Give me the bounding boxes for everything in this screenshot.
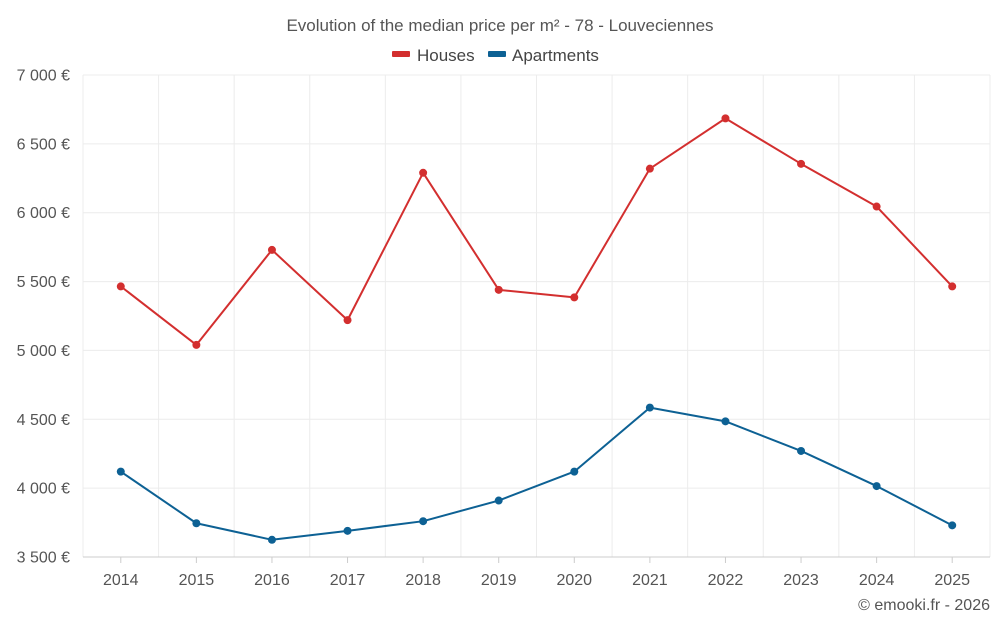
data-point-apartments[interactable]	[192, 519, 201, 528]
series-line-houses[interactable]	[119, 117, 954, 346]
series-line-apartments[interactable]	[119, 406, 954, 541]
x-tick-label: 2021	[632, 572, 668, 589]
data-point-houses[interactable]	[267, 245, 276, 254]
x-tick-label: 2020	[556, 572, 592, 589]
x-tick-label: 2014	[103, 572, 139, 589]
data-point-houses[interactable]	[797, 159, 806, 168]
x-tick-label: 2018	[405, 572, 441, 589]
y-tick-label: 4 500 €	[17, 412, 70, 429]
data-point-houses[interactable]	[494, 285, 503, 294]
data-point-apartments[interactable]	[343, 526, 352, 535]
data-point-houses[interactable]	[570, 293, 579, 302]
y-tick-label: 5 500 €	[17, 274, 70, 291]
data-point-apartments[interactable]	[419, 517, 428, 526]
data-point-houses[interactable]	[419, 168, 428, 177]
data-point-houses[interactable]	[343, 316, 352, 325]
y-tick-label: 6 000 €	[17, 205, 70, 222]
y-tick-label: 4 000 €	[17, 481, 70, 498]
data-point-houses[interactable]	[948, 282, 957, 291]
x-tick-label: 2016	[254, 572, 290, 589]
x-tick-label: 2017	[330, 572, 366, 589]
series-lines	[119, 117, 954, 541]
credit-text[interactable]: © emooki.fr - 2026	[858, 597, 990, 614]
legend-swatch-houses	[392, 51, 410, 57]
data-point-houses[interactable]	[872, 202, 881, 211]
data-point-houses[interactable]	[645, 164, 654, 173]
data-point-apartments[interactable]	[721, 417, 730, 426]
x-tick-label: 2023	[783, 572, 819, 589]
data-point-apartments[interactable]	[872, 482, 881, 491]
grid	[82, 74, 991, 557]
x-tick-label: 2022	[708, 572, 744, 589]
data-point-houses[interactable]	[192, 340, 201, 349]
y-tick-label: 6 500 €	[17, 136, 70, 153]
y-tick-label: 7 000 €	[17, 68, 70, 85]
data-point-apartments[interactable]	[948, 521, 957, 530]
legend: Houses Apartments	[392, 46, 599, 65]
data-point-houses[interactable]	[116, 282, 125, 291]
y-tick-label: 3 500 €	[17, 550, 70, 567]
x-tick-label: 2025	[934, 572, 970, 589]
data-point-apartments[interactable]	[797, 446, 806, 455]
data-point-apartments[interactable]	[494, 496, 503, 505]
data-point-apartments[interactable]	[645, 403, 654, 412]
x-tick-label: 2024	[859, 572, 895, 589]
data-point-apartments[interactable]	[570, 467, 579, 476]
x-tick-label: 2015	[179, 572, 215, 589]
legend-label-apartments[interactable]: Apartments	[512, 46, 599, 65]
y-tick-label: 5 000 €	[17, 343, 70, 360]
legend-label-houses[interactable]: Houses	[417, 46, 475, 65]
data-point-apartments[interactable]	[267, 535, 276, 544]
data-points	[116, 114, 957, 544]
data-point-houses[interactable]	[721, 114, 730, 123]
legend-swatch-apartments	[488, 51, 506, 57]
data-point-apartments[interactable]	[116, 467, 125, 476]
chart-title: Evolution of the median price per m² - 7…	[286, 16, 713, 35]
axes: 3 500 € 4 000 € 4 500 € 5 000 € 5 500 € 6 000…	[17, 68, 990, 589]
x-tick-label: 2019	[481, 572, 517, 589]
